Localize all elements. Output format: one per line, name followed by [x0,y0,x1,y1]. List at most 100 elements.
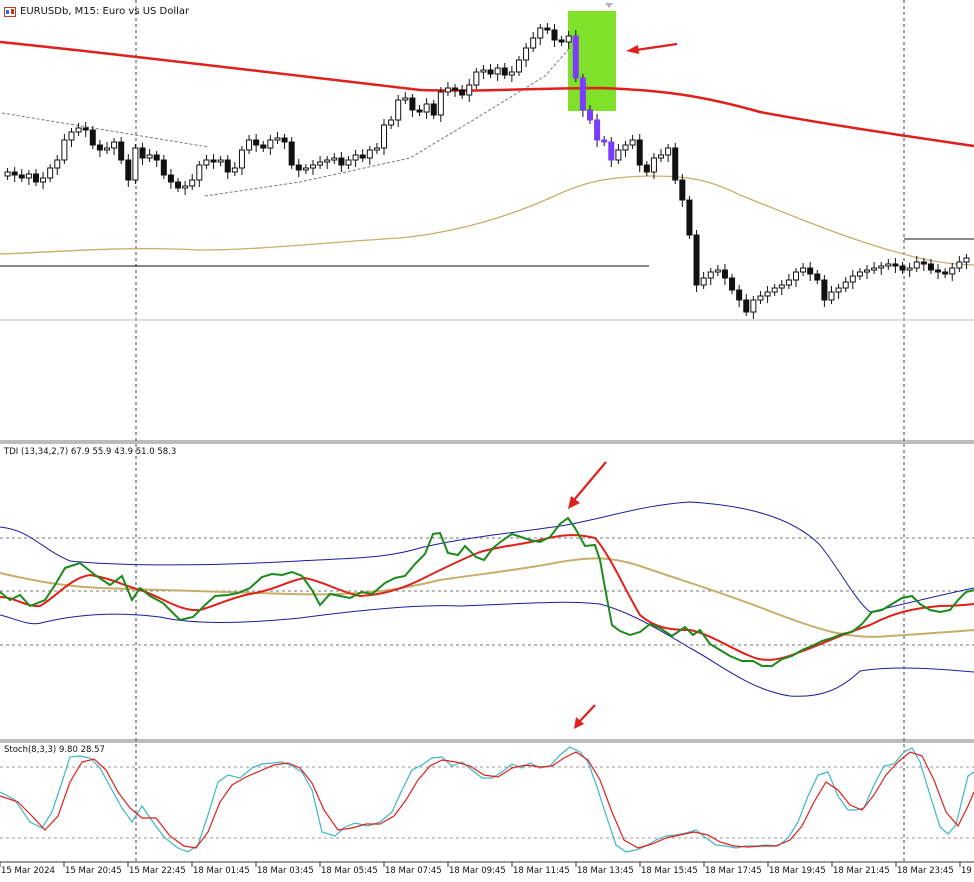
bearish-candle[interactable] [210,159,217,163]
bullish-candle[interactable] [622,144,629,151]
bullish-candle[interactable] [757,295,764,301]
bearish-candle[interactable] [139,147,146,159]
bullish-candle[interactable] [345,159,352,166]
bullish-candle[interactable] [196,164,203,181]
bearish-candle[interactable] [224,159,231,173]
bearish-candle[interactable] [935,269,942,273]
bullish-candle[interactable] [40,177,47,183]
bearish-candle[interactable] [807,267,814,275]
bearish-candle[interactable] [643,164,650,173]
bullish-candle[interactable] [4,171,11,177]
bullish-candle[interactable] [750,299,757,313]
bearish-candle[interactable] [459,89,466,96]
bullish-candle[interactable] [146,154,153,159]
bearish-candle[interactable] [601,139,608,143]
bearish-candle[interactable] [572,35,579,79]
shift-marker-icon[interactable] [605,3,613,8]
bearish-candle[interactable] [452,87,459,91]
chart-window-icon[interactable] [4,6,16,17]
bullish-candle[interactable] [217,159,224,163]
tdi-rsi-line[interactable] [0,516,974,667]
bearish-candle[interactable] [686,199,693,236]
bullish-candle[interactable] [331,157,338,161]
bullish-candle[interactable] [494,67,501,75]
bearish-candle[interactable] [693,234,700,286]
bullish-candle[interactable] [785,279,792,286]
bearish-candle[interactable] [814,273,821,281]
bullish-candle[interactable] [764,291,771,297]
bearish-candle[interactable] [18,174,25,179]
bearish-candle[interactable] [487,69,494,75]
bullish-candle[interactable] [246,139,253,151]
bullish-candle[interactable] [849,275,856,283]
bullish-candle[interactable] [963,257,970,263]
bullish-candle[interactable] [508,71,515,76]
bullish-candle[interactable] [352,154,359,161]
bearish-candle[interactable] [430,103,437,116]
bullish-candle[interactable] [842,281,849,289]
tdi-upper-band[interactable] [0,501,974,613]
bearish-candle[interactable] [416,109,423,113]
bullish-candle[interactable] [714,269,721,273]
bullish-candle[interactable] [444,87,451,93]
bullish-candle[interactable] [189,179,196,187]
bullish-candle[interactable] [828,291,835,301]
bullish-candle[interactable] [47,167,54,179]
bearish-candle[interactable] [160,159,167,176]
bullish-candle[interactable] [615,149,622,161]
bullish-candle[interactable] [800,267,807,273]
bullish-candle[interactable] [302,167,309,171]
moving-average-tan[interactable] [0,175,974,266]
stoch-main-line[interactable] [0,746,974,853]
bullish-candle[interactable] [792,271,799,281]
bearish-candle[interactable] [586,109,593,121]
trendline[interactable] [204,41,576,197]
bearish-candle[interactable] [892,263,899,267]
bearish-candle[interactable] [167,174,174,183]
bullish-candle[interactable] [864,269,871,273]
bearish-candle[interactable] [608,141,615,161]
bearish-candle[interactable] [942,271,949,275]
bullish-candle[interactable] [395,99,402,121]
bullish-candle[interactable] [537,27,544,39]
stoch-signal-line[interactable] [0,751,974,849]
bearish-candle[interactable] [125,159,132,181]
bullish-candle[interactable] [707,271,714,279]
bullish-candle[interactable] [309,164,316,169]
tdi-lower-band[interactable] [0,601,974,697]
bullish-candle[interactable] [665,147,672,156]
bullish-candle[interactable] [771,287,778,293]
bearish-candle[interactable] [736,289,743,301]
bullish-candle[interactable] [238,149,245,169]
bearish-candle[interactable] [288,141,295,166]
bullish-candle[interactable] [267,139,274,149]
bullish-candle[interactable] [650,157,657,173]
bearish-candle[interactable] [32,173,39,183]
bullish-candle[interactable] [324,159,331,163]
bullish-candle[interactable] [61,139,68,161]
bullish-candle[interactable] [402,97,409,101]
bullish-candle[interactable] [913,261,920,269]
bullish-candle[interactable] [373,147,380,151]
bullish-candle[interactable] [856,271,863,277]
bullish-candle[interactable] [515,59,522,73]
bearish-candle[interactable] [594,119,601,141]
bullish-candle[interactable] [182,185,189,189]
bearish-candle[interactable] [501,67,508,76]
bearish-candle[interactable] [579,77,586,111]
bullish-candle[interactable] [949,267,956,275]
bearish-candle[interactable] [679,179,686,201]
annotation-arrow[interactable] [626,42,678,54]
bullish-candle[interactable] [68,131,75,141]
bullish-candle[interactable] [835,287,842,293]
bearish-candle[interactable] [175,181,182,189]
bullish-candle[interactable] [530,37,537,49]
bearish-candle[interactable] [153,154,160,161]
bearish-candle[interactable] [82,127,89,131]
bearish-candle[interactable] [295,164,302,171]
bullish-candle[interactable] [75,127,82,133]
bullish-candle[interactable] [565,35,572,43]
bearish-candle[interactable] [359,154,366,159]
trendline[interactable] [1,112,209,148]
